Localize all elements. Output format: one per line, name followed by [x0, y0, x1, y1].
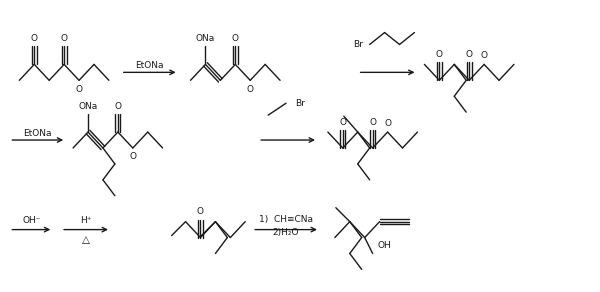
- Text: O: O: [247, 85, 254, 94]
- Text: OH: OH: [378, 241, 391, 250]
- Text: O: O: [129, 152, 136, 161]
- Text: O: O: [232, 34, 239, 43]
- Text: O: O: [384, 119, 391, 128]
- Text: O: O: [369, 118, 376, 127]
- Text: EtONa: EtONa: [23, 128, 52, 138]
- Text: O: O: [61, 34, 68, 43]
- Text: H⁺: H⁺: [80, 216, 92, 225]
- Text: O: O: [76, 85, 83, 94]
- Text: O: O: [31, 34, 38, 43]
- Text: O: O: [197, 207, 204, 216]
- Text: O: O: [339, 118, 346, 127]
- Text: OH⁻: OH⁻: [22, 216, 41, 225]
- Text: 1)  CH≡CNa: 1) CH≡CNa: [259, 215, 313, 224]
- Text: EtONa: EtONa: [136, 61, 164, 70]
- Text: Br: Br: [353, 40, 362, 49]
- Text: △: △: [82, 234, 90, 245]
- Text: O: O: [481, 51, 488, 60]
- Text: ONa: ONa: [196, 34, 215, 43]
- Text: Br: Br: [295, 99, 305, 108]
- Text: ONa: ONa: [79, 102, 98, 111]
- Text: O: O: [436, 50, 443, 59]
- Text: 2)H₂O: 2)H₂O: [273, 228, 299, 237]
- Text: O: O: [466, 50, 473, 59]
- Text: O: O: [115, 102, 121, 111]
